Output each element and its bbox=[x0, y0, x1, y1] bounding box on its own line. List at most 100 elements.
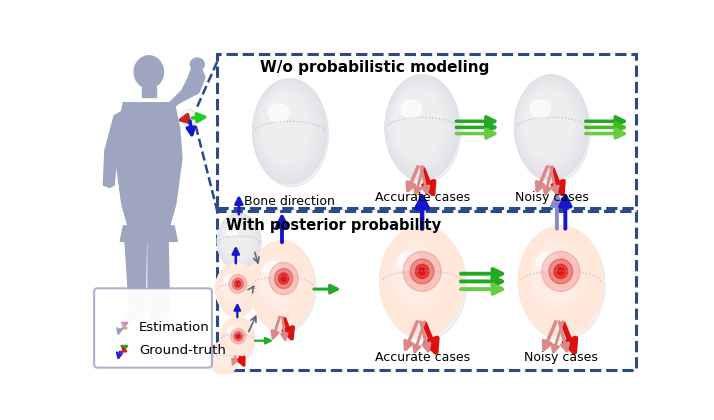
Ellipse shape bbox=[223, 222, 250, 257]
Ellipse shape bbox=[213, 346, 231, 368]
Ellipse shape bbox=[231, 232, 246, 251]
Ellipse shape bbox=[228, 274, 247, 293]
Ellipse shape bbox=[533, 101, 570, 154]
Ellipse shape bbox=[268, 265, 296, 305]
Ellipse shape bbox=[381, 228, 462, 333]
Ellipse shape bbox=[521, 86, 576, 164]
Ellipse shape bbox=[281, 276, 286, 281]
Ellipse shape bbox=[529, 240, 593, 323]
Ellipse shape bbox=[271, 105, 308, 158]
Ellipse shape bbox=[221, 218, 257, 265]
Ellipse shape bbox=[269, 268, 295, 303]
Ellipse shape bbox=[259, 256, 296, 307]
Ellipse shape bbox=[253, 247, 307, 320]
Ellipse shape bbox=[276, 276, 288, 294]
Ellipse shape bbox=[399, 251, 446, 312]
Ellipse shape bbox=[253, 245, 311, 326]
Ellipse shape bbox=[391, 84, 448, 165]
Ellipse shape bbox=[264, 94, 316, 168]
Ellipse shape bbox=[388, 238, 449, 318]
Ellipse shape bbox=[221, 271, 246, 304]
Ellipse shape bbox=[235, 335, 240, 341]
Ellipse shape bbox=[253, 79, 326, 184]
Ellipse shape bbox=[223, 221, 251, 257]
Ellipse shape bbox=[411, 112, 433, 143]
Ellipse shape bbox=[542, 257, 580, 306]
Ellipse shape bbox=[236, 282, 239, 286]
Ellipse shape bbox=[213, 346, 234, 371]
Ellipse shape bbox=[383, 231, 459, 330]
Ellipse shape bbox=[382, 229, 467, 340]
Ellipse shape bbox=[528, 93, 575, 161]
Ellipse shape bbox=[533, 245, 588, 318]
Ellipse shape bbox=[389, 81, 452, 171]
Ellipse shape bbox=[256, 251, 302, 314]
Ellipse shape bbox=[211, 344, 234, 372]
Ellipse shape bbox=[214, 348, 228, 365]
Ellipse shape bbox=[389, 240, 446, 315]
Text: Accurate cases: Accurate cases bbox=[375, 351, 470, 364]
Ellipse shape bbox=[538, 109, 565, 146]
Ellipse shape bbox=[229, 328, 246, 349]
Ellipse shape bbox=[526, 93, 568, 153]
Ellipse shape bbox=[418, 122, 426, 133]
Ellipse shape bbox=[253, 245, 309, 323]
Ellipse shape bbox=[261, 258, 293, 303]
Ellipse shape bbox=[531, 243, 590, 320]
Ellipse shape bbox=[261, 92, 311, 163]
Ellipse shape bbox=[218, 215, 259, 268]
Ellipse shape bbox=[253, 80, 326, 182]
Ellipse shape bbox=[392, 87, 446, 163]
Ellipse shape bbox=[540, 254, 582, 309]
Ellipse shape bbox=[220, 217, 256, 264]
Ellipse shape bbox=[524, 91, 570, 156]
Ellipse shape bbox=[226, 325, 244, 348]
Ellipse shape bbox=[383, 231, 458, 328]
Ellipse shape bbox=[406, 104, 439, 151]
Ellipse shape bbox=[544, 117, 559, 138]
Ellipse shape bbox=[386, 234, 458, 328]
Ellipse shape bbox=[221, 355, 226, 362]
Ellipse shape bbox=[391, 83, 453, 172]
Ellipse shape bbox=[213, 346, 232, 369]
Ellipse shape bbox=[259, 254, 305, 317]
Ellipse shape bbox=[386, 77, 457, 177]
Ellipse shape bbox=[215, 348, 232, 369]
Ellipse shape bbox=[519, 227, 602, 335]
Ellipse shape bbox=[181, 110, 198, 126]
Ellipse shape bbox=[288, 129, 291, 134]
Ellipse shape bbox=[382, 229, 463, 334]
Ellipse shape bbox=[221, 220, 253, 260]
Ellipse shape bbox=[520, 84, 579, 167]
Ellipse shape bbox=[381, 227, 463, 335]
Ellipse shape bbox=[518, 80, 583, 172]
Ellipse shape bbox=[394, 247, 438, 305]
Ellipse shape bbox=[254, 81, 324, 181]
Ellipse shape bbox=[268, 104, 288, 122]
Text: Ground-truth: Ground-truth bbox=[139, 344, 226, 357]
Ellipse shape bbox=[413, 114, 431, 140]
Ellipse shape bbox=[254, 247, 309, 323]
Ellipse shape bbox=[284, 123, 296, 139]
Ellipse shape bbox=[221, 219, 254, 262]
Ellipse shape bbox=[211, 344, 235, 372]
Ellipse shape bbox=[216, 349, 223, 355]
Ellipse shape bbox=[225, 324, 246, 349]
Ellipse shape bbox=[225, 322, 250, 354]
Ellipse shape bbox=[217, 265, 257, 317]
Ellipse shape bbox=[544, 259, 578, 304]
Ellipse shape bbox=[260, 257, 296, 306]
Ellipse shape bbox=[251, 243, 316, 333]
Ellipse shape bbox=[134, 56, 164, 88]
Ellipse shape bbox=[218, 352, 228, 364]
Ellipse shape bbox=[268, 100, 312, 163]
Ellipse shape bbox=[211, 344, 233, 371]
Ellipse shape bbox=[224, 323, 247, 352]
Ellipse shape bbox=[220, 269, 248, 306]
Ellipse shape bbox=[221, 318, 253, 359]
Polygon shape bbox=[163, 66, 205, 112]
Ellipse shape bbox=[222, 319, 251, 356]
Ellipse shape bbox=[210, 341, 237, 375]
Ellipse shape bbox=[221, 270, 251, 309]
Ellipse shape bbox=[281, 283, 283, 287]
